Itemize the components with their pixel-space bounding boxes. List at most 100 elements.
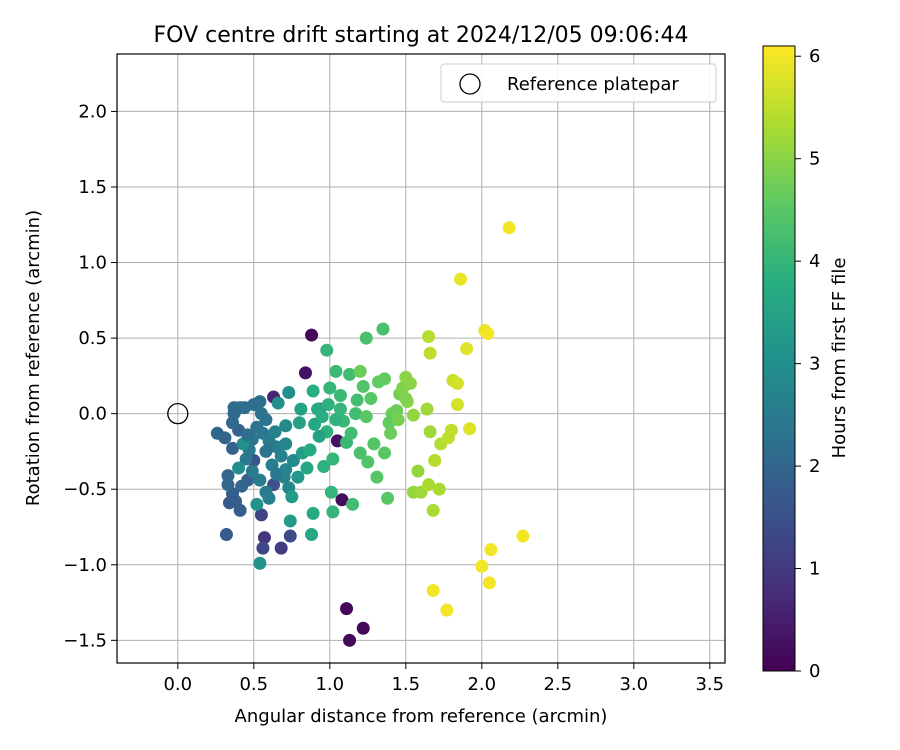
x-tick-label: 2.0 <box>467 674 496 695</box>
data-point <box>344 426 358 440</box>
x-axis-ticks: 0.0 0.5 1.0 1.5 2.0 2.5 3.0 3.5 <box>163 663 724 695</box>
data-point <box>423 425 437 439</box>
data-point <box>475 559 489 573</box>
x-tick-label: 0.5 <box>239 674 268 695</box>
data-point <box>356 379 370 393</box>
y-tick-label: 1.0 <box>78 253 107 274</box>
data-point <box>482 576 496 590</box>
data-point <box>444 423 458 437</box>
data-point <box>359 331 373 345</box>
data-point <box>279 437 293 451</box>
data-point <box>502 221 516 235</box>
x-tick-label: 1.5 <box>391 674 420 695</box>
x-tick-label: 3.0 <box>619 674 648 695</box>
data-point <box>406 408 420 422</box>
colorbar-tick-label: 5 <box>809 149 820 170</box>
data-point <box>423 346 437 360</box>
data-point <box>226 416 240 430</box>
data-point <box>259 444 273 458</box>
data-point <box>312 429 326 443</box>
data-point <box>450 398 464 412</box>
y-tick-label: 0.5 <box>78 328 107 349</box>
data-point <box>481 327 495 341</box>
data-point <box>454 272 468 286</box>
colorbar-tick-label: 3 <box>809 354 820 375</box>
data-point <box>298 366 312 380</box>
data-point <box>350 393 364 407</box>
data-point <box>440 603 454 617</box>
data-point <box>384 426 398 440</box>
data-point <box>420 402 434 416</box>
data-point <box>320 343 334 357</box>
data-point <box>323 381 337 395</box>
data-point <box>367 437 381 451</box>
y-axis-label: Rotation from reference (arcmin) <box>23 210 44 506</box>
data-point <box>256 541 270 555</box>
data-point <box>262 491 276 505</box>
x-tick-label: 0.0 <box>163 674 192 695</box>
data-point <box>271 396 285 410</box>
y-axis-ticks: −1.5 −1.0 −0.5 0.0 0.5 1.0 1.5 2.0 <box>63 101 117 651</box>
data-point <box>353 364 367 378</box>
data-point <box>359 410 373 424</box>
data-point <box>279 419 293 433</box>
data-point <box>292 416 306 430</box>
data-point <box>326 505 340 519</box>
data-point <box>343 367 357 381</box>
data-point <box>333 402 347 416</box>
data-point <box>219 528 233 542</box>
colorbar <box>762 45 796 672</box>
data-point <box>321 398 335 412</box>
colorbar-tick-label: 1 <box>809 559 820 580</box>
x-tick-label: 2.5 <box>543 674 572 695</box>
legend: Reference platepar <box>440 63 717 103</box>
y-tick-label: −1.0 <box>63 555 107 576</box>
data-point <box>253 556 267 570</box>
data-points <box>167 221 530 647</box>
data-point <box>253 473 267 487</box>
data-point <box>235 479 249 493</box>
data-point <box>399 392 413 406</box>
x-tick-label: 1.0 <box>315 674 344 695</box>
data-point <box>422 478 436 492</box>
y-tick-label: −0.5 <box>63 479 107 500</box>
data-point <box>232 461 246 475</box>
data-point <box>285 490 299 504</box>
data-point <box>335 493 349 507</box>
data-point <box>221 469 235 483</box>
data-point <box>326 452 340 466</box>
data-point <box>378 446 392 460</box>
data-point <box>306 506 320 520</box>
data-point <box>254 508 268 522</box>
legend-box <box>440 63 717 103</box>
data-point <box>317 460 331 474</box>
data-point <box>340 602 354 616</box>
colorbar-tick-label: 2 <box>809 456 820 477</box>
y-tick-label: 1.5 <box>78 177 107 198</box>
data-point <box>283 514 297 528</box>
x-tick-label: 3.5 <box>695 674 724 695</box>
y-tick-label: −1.5 <box>63 630 107 651</box>
reference-platepar-marker <box>167 403 189 425</box>
data-point <box>283 529 297 543</box>
legend-label-reference: Reference platepar <box>507 74 679 95</box>
data-point <box>305 528 319 542</box>
colorbar-tick-label: 6 <box>809 46 820 67</box>
data-point <box>262 434 276 448</box>
data-point <box>282 386 296 400</box>
data-point <box>376 322 390 336</box>
data-point <box>349 407 363 421</box>
colorbar-tick-label: 0 <box>809 661 820 682</box>
data-point <box>516 529 530 543</box>
data-point <box>403 376 417 390</box>
data-point <box>460 342 474 356</box>
data-point <box>422 330 436 344</box>
grid-lines <box>117 54 725 663</box>
data-point <box>250 497 264 511</box>
data-point <box>333 389 347 403</box>
data-point <box>291 470 305 484</box>
data-point <box>378 372 392 386</box>
data-point <box>218 431 232 445</box>
data-point <box>315 410 329 424</box>
